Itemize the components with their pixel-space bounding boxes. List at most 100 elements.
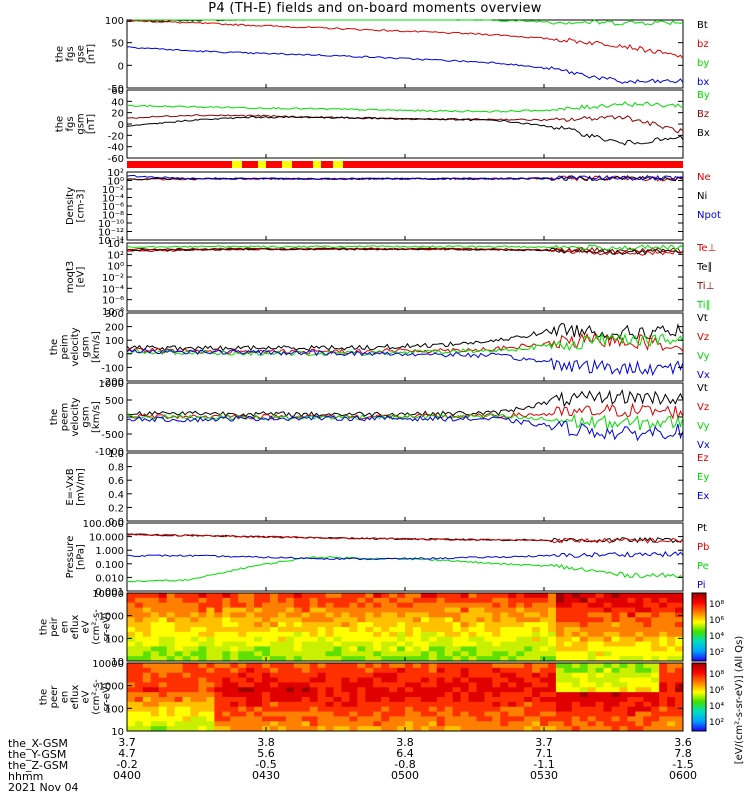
- spectrogram-cell: [182, 711, 192, 717]
- spectrogram-cell: [317, 692, 327, 698]
- spectrogram-cell: [333, 716, 342, 722]
- spectrogram-cell: [555, 706, 565, 713]
- spectrogram-cell: [269, 672, 279, 679]
- spectrogram-cell: [190, 627, 199, 633]
- spectrogram-cell: [158, 682, 168, 688]
- spectrogram-cell: [262, 697, 271, 703]
- spectrogram-cell: [365, 651, 374, 657]
- spectrogram-cell: [317, 701, 327, 708]
- spectrogram-cell: [246, 663, 255, 669]
- spectrogram-cell: [381, 682, 390, 688]
- spectrogram-cell: [230, 641, 239, 647]
- spectrogram-cell: [206, 631, 215, 638]
- spectrogram-cell: [262, 597, 271, 604]
- spectrogram-cell: [230, 631, 239, 638]
- spectrogram-cell: [460, 646, 470, 652]
- spectrogram-cell: [420, 607, 430, 613]
- y-tick-label: 0.010: [95, 573, 124, 584]
- spectrogram-cell: [254, 682, 263, 688]
- spectrogram-cell: [277, 726, 287, 732]
- spectrogram-cell: [492, 697, 501, 703]
- spectrogram-cell: [667, 651, 676, 657]
- spectrogram-cell: [571, 627, 581, 633]
- y-tick-label: 0: [118, 350, 124, 361]
- spectrogram-cell: [635, 677, 644, 683]
- spectrogram-cell: [389, 711, 398, 717]
- spectrogram-cell: [238, 593, 247, 599]
- spectrogram-cell: [127, 612, 136, 618]
- spectrogram-cell: [317, 656, 327, 662]
- spectrogram-cell: [468, 651, 477, 657]
- spectrogram-cell: [166, 716, 176, 722]
- spectrogram-cell: [524, 656, 533, 662]
- spectrogram-cell: [254, 656, 263, 662]
- spectrogram-cell: [500, 636, 509, 643]
- spectrogram-cell: [579, 607, 589, 613]
- spectrogram-cell: [476, 636, 485, 643]
- spectrogram-cell: [547, 697, 557, 703]
- panel-frame: [126, 19, 684, 89]
- spectrogram-cell: [246, 651, 255, 657]
- spectrogram-cell: [484, 706, 493, 713]
- spectrogram-cell: [381, 617, 390, 623]
- spectrogram-cell: [341, 706, 350, 713]
- spectrogram-cell: [412, 627, 422, 633]
- spectrogram-cell: [635, 706, 644, 713]
- spectrogram-cell: [500, 677, 509, 683]
- spectrogram-cell: [238, 622, 247, 628]
- spectrogram-cell: [500, 667, 509, 674]
- spectrogram-cell: [547, 651, 557, 657]
- spectrogram-cell: [460, 656, 470, 662]
- spectrogram-cell: [571, 701, 581, 708]
- spectrogram-cell: [635, 672, 644, 679]
- spectrogram-cell: [230, 627, 239, 633]
- legend-label: Vx: [697, 370, 710, 381]
- legend-label: Vy: [697, 421, 710, 432]
- spectrogram-cell: [317, 706, 327, 713]
- spectrogram-cell: [214, 612, 223, 618]
- spectrogram-cell: [659, 612, 668, 618]
- spectrogram-cell: [309, 677, 319, 683]
- spectrogram-cell: [444, 706, 454, 713]
- spectrogram-cell: [603, 716, 613, 722]
- spectrogram-cell: [508, 692, 517, 698]
- spectrogram-cell: [142, 627, 152, 633]
- spectrogram-cell: [142, 597, 152, 604]
- spectrogram-cell: [579, 706, 589, 713]
- spectrogram-cell: [603, 651, 613, 657]
- spectrogram-cell: [611, 656, 620, 662]
- spectrogram-cell: [571, 651, 581, 657]
- spectrogram-cell: [198, 726, 207, 732]
- spectrogram-cell: [460, 692, 470, 698]
- mode-flag-segment: [333, 161, 343, 168]
- spectrogram-cell: [349, 612, 358, 618]
- spectrogram-cell: [158, 607, 168, 613]
- spectrogram-cell: [436, 687, 446, 693]
- y-axis-label: (cm²-s-: [91, 609, 102, 645]
- spectrogram-cell: [365, 711, 374, 717]
- spectrogram-cell: [238, 612, 247, 618]
- spectrogram-cell: [659, 656, 668, 662]
- spectrogram-cell: [627, 682, 636, 688]
- spectrogram-cell: [127, 607, 136, 613]
- spectrogram-cell: [293, 716, 303, 722]
- spectrogram-cell: [254, 646, 263, 652]
- spectrogram-cell: [381, 627, 390, 633]
- y-axis-label: eV: [81, 690, 92, 703]
- spectrogram-cell: [389, 697, 398, 703]
- spectrogram-cell: [269, 682, 279, 688]
- spectrogram-cell: [428, 687, 438, 693]
- series-line: [126, 19, 684, 60]
- spectrogram-cell: [540, 627, 549, 633]
- spectrogram-cell: [190, 706, 199, 713]
- spectrogram-cell: [190, 607, 199, 613]
- spectrogram-cell: [587, 622, 597, 628]
- spectrogram-cell: [389, 593, 398, 599]
- spectrogram-cell: [492, 663, 501, 669]
- spectrogram-cell: [214, 627, 223, 633]
- spectrogram-cell: [484, 721, 493, 727]
- spectrogram-cell: [190, 651, 199, 657]
- spectrogram-cell: [492, 701, 501, 708]
- spectrogram-cell: [349, 663, 358, 669]
- spectrogram-cell: [428, 641, 438, 647]
